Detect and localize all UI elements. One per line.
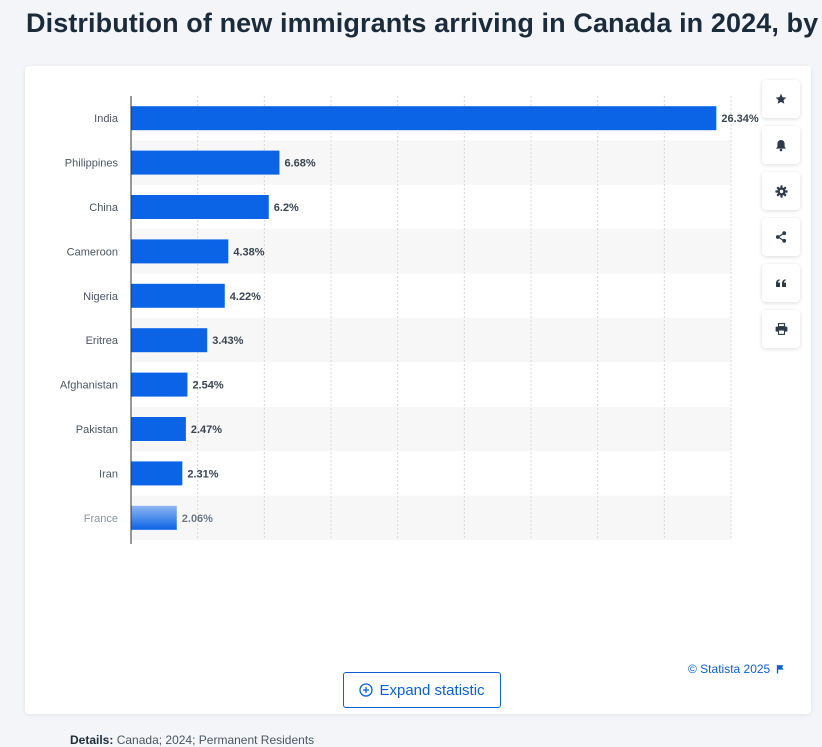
settings-button[interactable]	[762, 172, 800, 210]
value-label: 26.34%	[721, 113, 759, 125]
value-label: 2.31%	[187, 468, 218, 480]
bar	[131, 328, 208, 353]
value-label: 3.43%	[212, 335, 243, 347]
page-title: Distribution of new immigrants arriving …	[26, 8, 819, 38]
value-label: 2.47%	[191, 424, 222, 436]
category-label: Iran	[99, 468, 118, 480]
star-icon	[775, 93, 787, 104]
gear-icon	[774, 184, 788, 198]
value-label: 4.22%	[230, 291, 261, 303]
category-label: Nigeria	[83, 291, 119, 303]
bar	[131, 106, 717, 131]
row-stripe	[131, 229, 731, 274]
bar	[131, 283, 225, 308]
expand-statistic-button[interactable]: Expand statistic	[343, 672, 501, 708]
category-label: India	[94, 113, 119, 125]
value-label: 6.2%	[274, 202, 299, 214]
details-text: Canada; 2024; Permanent Residents	[116, 733, 315, 747]
cite-button[interactable]	[762, 264, 800, 302]
bar-chart: India 26.34% Philippines 6.68% China 6.2% Came…	[60, 96, 759, 544]
value-label: 2.54%	[192, 380, 223, 392]
details-line: Details: Canada; 2024; Permanent Residen…	[70, 733, 314, 747]
share-icon	[775, 231, 787, 243]
bell-icon	[776, 139, 786, 151]
copyright-text[interactable]: © Statista 2025	[688, 662, 771, 676]
print-button[interactable]	[762, 310, 800, 348]
printer-icon	[775, 323, 787, 335]
share-button[interactable]	[762, 218, 800, 256]
bar	[131, 372, 188, 397]
category-label: Pakistan	[76, 424, 118, 436]
category-label: Afghanistan	[60, 380, 118, 392]
row-stripe	[131, 318, 731, 363]
bar	[131, 195, 269, 219]
details-label: Details:	[70, 733, 114, 747]
value-label: 2.06%	[182, 513, 213, 525]
value-label: 6.68%	[284, 158, 315, 170]
value-label: 4.38%	[233, 246, 264, 258]
bar	[131, 150, 280, 175]
row-stripe	[131, 406, 731, 452]
expand-statistic-label: Expand statistic	[379, 681, 485, 699]
bar	[131, 461, 183, 486]
bar	[131, 417, 186, 441]
statistic-card: India 26.34% Philippines 6.68% China 6.2% Came…	[25, 66, 811, 747]
quote-icon	[776, 279, 786, 287]
row-stripe	[131, 495, 731, 540]
category-label: Philippines	[65, 158, 119, 170]
flag-icon[interactable]	[776, 664, 785, 674]
category-label: Cameroon	[67, 246, 118, 258]
favorite-button[interactable]	[762, 80, 800, 118]
bar	[131, 239, 229, 264]
category-label: Eritrea	[86, 335, 119, 347]
notification-button[interactable]	[762, 126, 800, 164]
plus-circle-icon	[359, 683, 374, 697]
category-label: France	[84, 513, 118, 525]
copyright[interactable]: © Statista 2025	[688, 662, 785, 676]
category-label: China	[89, 202, 119, 214]
bar	[131, 505, 177, 530]
